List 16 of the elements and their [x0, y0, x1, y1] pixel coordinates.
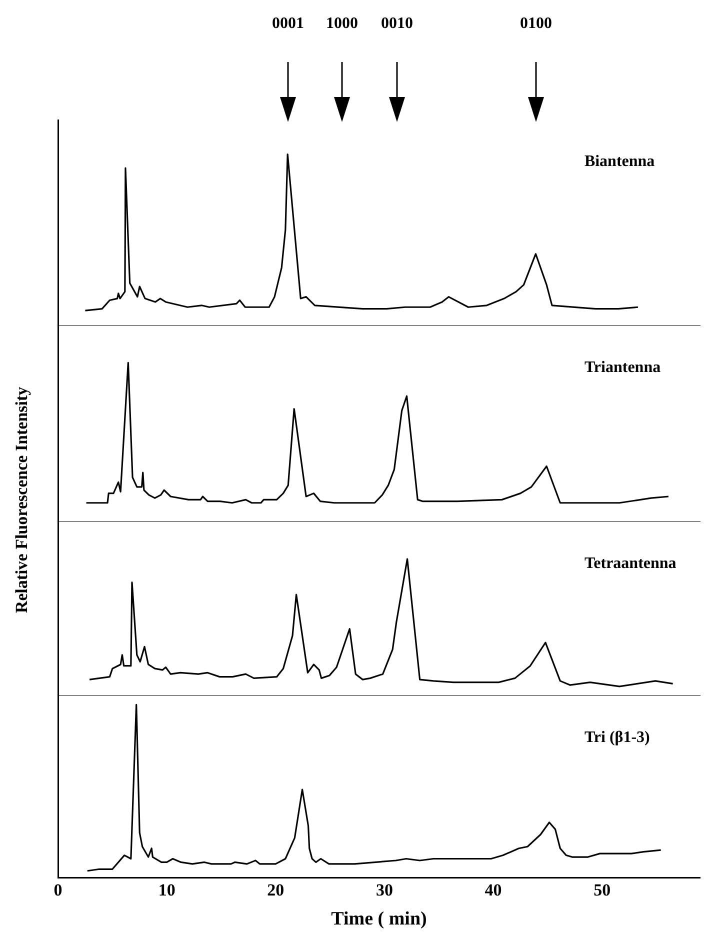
- text: 0010: [380, 14, 414, 34]
- x-tick-label: 50: [594, 880, 611, 900]
- text: 0100: [519, 14, 553, 34]
- text: Tetraantenna: [584, 555, 676, 572]
- text: 1000: [326, 15, 358, 32]
- text: Biantenna: [584, 153, 655, 170]
- text: 0001: [272, 15, 304, 32]
- text: Tri (β1-3): [584, 729, 650, 746]
- x-tick-label: 30: [376, 880, 393, 900]
- x-tick-label: 0: [54, 880, 62, 900]
- x-tick-label: 40: [484, 880, 502, 900]
- x-tick-label: 10: [158, 880, 176, 900]
- y-axis-title: Relative Fluorescence Intensity: [12, 386, 32, 614]
- text: Triantenna: [584, 359, 661, 376]
- x-tick-label: 20: [267, 880, 284, 900]
- x-axis-title: Time ( min): [331, 908, 427, 930]
